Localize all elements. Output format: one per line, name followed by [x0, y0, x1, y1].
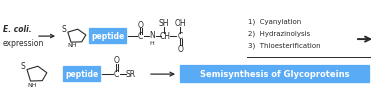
Text: O: O [178, 45, 184, 54]
Text: O: O [138, 21, 144, 30]
Text: CH: CH [160, 32, 170, 41]
Text: 3)  Thioesterification: 3) Thioesterification [248, 43, 321, 49]
Text: SR: SR [126, 70, 136, 79]
Text: peptide: peptide [91, 32, 125, 41]
Text: S: S [21, 62, 25, 71]
Text: NH: NH [27, 83, 37, 88]
Text: C: C [113, 70, 119, 79]
Text: S: S [62, 25, 67, 34]
Text: C: C [137, 32, 143, 41]
FancyBboxPatch shape [88, 28, 127, 45]
Text: H: H [150, 41, 154, 46]
Text: O: O [114, 56, 120, 65]
Text: SH: SH [159, 19, 169, 28]
FancyBboxPatch shape [62, 66, 102, 83]
Text: N: N [149, 31, 155, 40]
Text: C: C [177, 32, 183, 41]
Text: peptide: peptide [65, 70, 99, 79]
Text: expression: expression [3, 39, 44, 48]
Text: 2)  Hydrazinolysis: 2) Hydrazinolysis [248, 31, 310, 37]
Text: E. coli.: E. coli. [3, 25, 32, 34]
Text: NH: NH [67, 43, 77, 48]
Text: OH: OH [174, 19, 186, 28]
Text: 1)  Cyanylation: 1) Cyanylation [248, 19, 301, 25]
Text: Semisynthesis of Glycoproteins: Semisynthesis of Glycoproteins [200, 70, 350, 79]
FancyBboxPatch shape [180, 65, 370, 84]
